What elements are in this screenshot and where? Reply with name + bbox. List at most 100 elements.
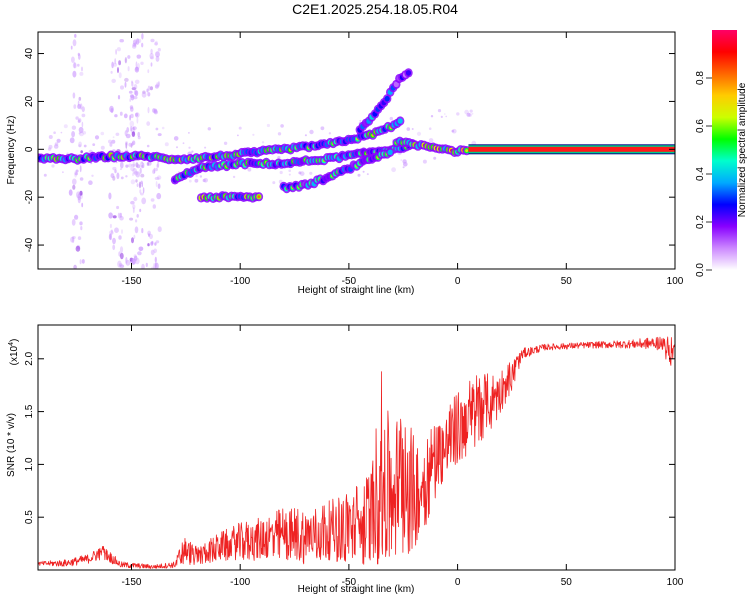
- noise-dot: [124, 58, 127, 63]
- noise-dot: [112, 166, 117, 171]
- halo-dot: [63, 124, 68, 129]
- noise-dot: [127, 55, 131, 59]
- noise-dot: [146, 121, 151, 126]
- noise-dot: [147, 69, 150, 74]
- noise-dot: [118, 235, 122, 240]
- noise-dot: [118, 72, 122, 79]
- noise-dot: [131, 81, 134, 88]
- spectrogram-y-tick-label: 0: [24, 146, 35, 152]
- noise-dot: [150, 62, 153, 67]
- noise-dot: [149, 52, 154, 60]
- halo-dot: [403, 162, 408, 167]
- halo-dot: [78, 144, 82, 148]
- noise-dot: [81, 106, 85, 113]
- halo-dot: [280, 124, 284, 128]
- halo-dot: [304, 134, 307, 137]
- noise-dot: [136, 183, 139, 188]
- snr-y-tick-label: 0.5: [24, 510, 35, 524]
- noise-dot: [119, 39, 124, 43]
- halo-dot: [428, 138, 434, 143]
- noise-dot: [70, 236, 75, 243]
- noise-dot: [147, 106, 150, 114]
- noise-dot: [132, 168, 137, 174]
- noise-dot: [80, 150, 83, 154]
- colorbar-ticks: 0.0 0.2 0.4 0.6 0.8: [695, 71, 712, 277]
- noise-dot: [154, 84, 159, 89]
- noise-dot: [119, 264, 125, 268]
- noise-dot: [117, 212, 121, 219]
- halo-dot: [288, 173, 291, 176]
- halo-dot: [362, 170, 365, 173]
- noise-dot: [109, 142, 113, 147]
- noise-dot: [153, 248, 157, 254]
- snr-multiplier-label: (x104): [8, 339, 20, 366]
- noise-dot: [115, 49, 117, 55]
- halo-dot: [176, 146, 178, 149]
- halo-dot: [75, 169, 79, 173]
- halo-dot: [466, 112, 471, 117]
- noise-dot: [78, 141, 82, 148]
- noise-dot: [121, 229, 123, 234]
- halo-dot: [422, 159, 427, 164]
- noise-dot: [154, 262, 159, 269]
- spectrogram-marks: [38, 33, 675, 269]
- noise-dot: [110, 229, 113, 234]
- noise-dot: [131, 131, 136, 137]
- noise-dot: [81, 202, 84, 208]
- halo-dot: [51, 164, 55, 168]
- halo-dot: [437, 109, 442, 113]
- noise-dot: [132, 172, 134, 177]
- noise-dot: [142, 90, 146, 94]
- halo-dot: [359, 119, 362, 122]
- noise-dot: [130, 200, 135, 205]
- noise-dot: [134, 90, 139, 97]
- halo-dot: [411, 128, 414, 130]
- snr-x-tick-label: 50: [561, 577, 573, 588]
- noise-dot: [117, 95, 121, 100]
- noise-dot: [146, 88, 149, 93]
- noise-dot: [77, 52, 80, 57]
- noise-dot: [129, 217, 134, 221]
- noise-dot: [130, 143, 133, 148]
- noise-dot: [119, 246, 124, 254]
- noise-dot: [130, 126, 132, 132]
- noise-dot: [112, 237, 116, 245]
- halo-dot: [128, 142, 133, 147]
- noise-dot: [129, 98, 131, 102]
- spectrogram-x-tick-label: -100: [230, 276, 250, 287]
- colorbar-tick-label: 0.4: [695, 167, 706, 181]
- track-blob: [384, 95, 390, 102]
- noise-dot: [157, 226, 162, 233]
- noise-dot: [151, 266, 155, 269]
- noise-dot: [154, 242, 157, 246]
- halo-dot: [266, 123, 270, 128]
- noise-dot: [149, 233, 153, 240]
- halo-dot: [53, 131, 56, 134]
- noise-dot: [135, 38, 140, 45]
- noise-dot: [124, 81, 127, 88]
- halo-dot: [207, 127, 211, 131]
- halo-dot: [173, 136, 179, 141]
- noise-dot: [139, 181, 141, 189]
- noise-dot: [79, 221, 83, 226]
- halo-dot: [299, 171, 305, 176]
- track-blob: [405, 70, 412, 76]
- noise-dot: [131, 80, 133, 84]
- noise-dot: [126, 127, 130, 133]
- noise-dot: [154, 177, 160, 180]
- noise-dot: [135, 171, 141, 178]
- snr-series-line: [38, 336, 675, 569]
- spectrogram-y-tick-label: 20: [24, 95, 35, 107]
- noise-dot: [123, 113, 128, 119]
- noise-dot: [155, 181, 158, 187]
- noise-dot: [77, 63, 80, 67]
- noise-dot: [136, 214, 139, 218]
- halo-dot: [132, 126, 135, 129]
- noise-dot: [125, 133, 131, 139]
- track-blob-core: [465, 149, 469, 153]
- snr-ticks: -150 -100 -50 0 50 100 0.5 1.0 1.5 2.0: [24, 325, 684, 588]
- halo-dot: [288, 169, 292, 172]
- noise-dot: [139, 189, 142, 194]
- noise-dot: [141, 182, 143, 188]
